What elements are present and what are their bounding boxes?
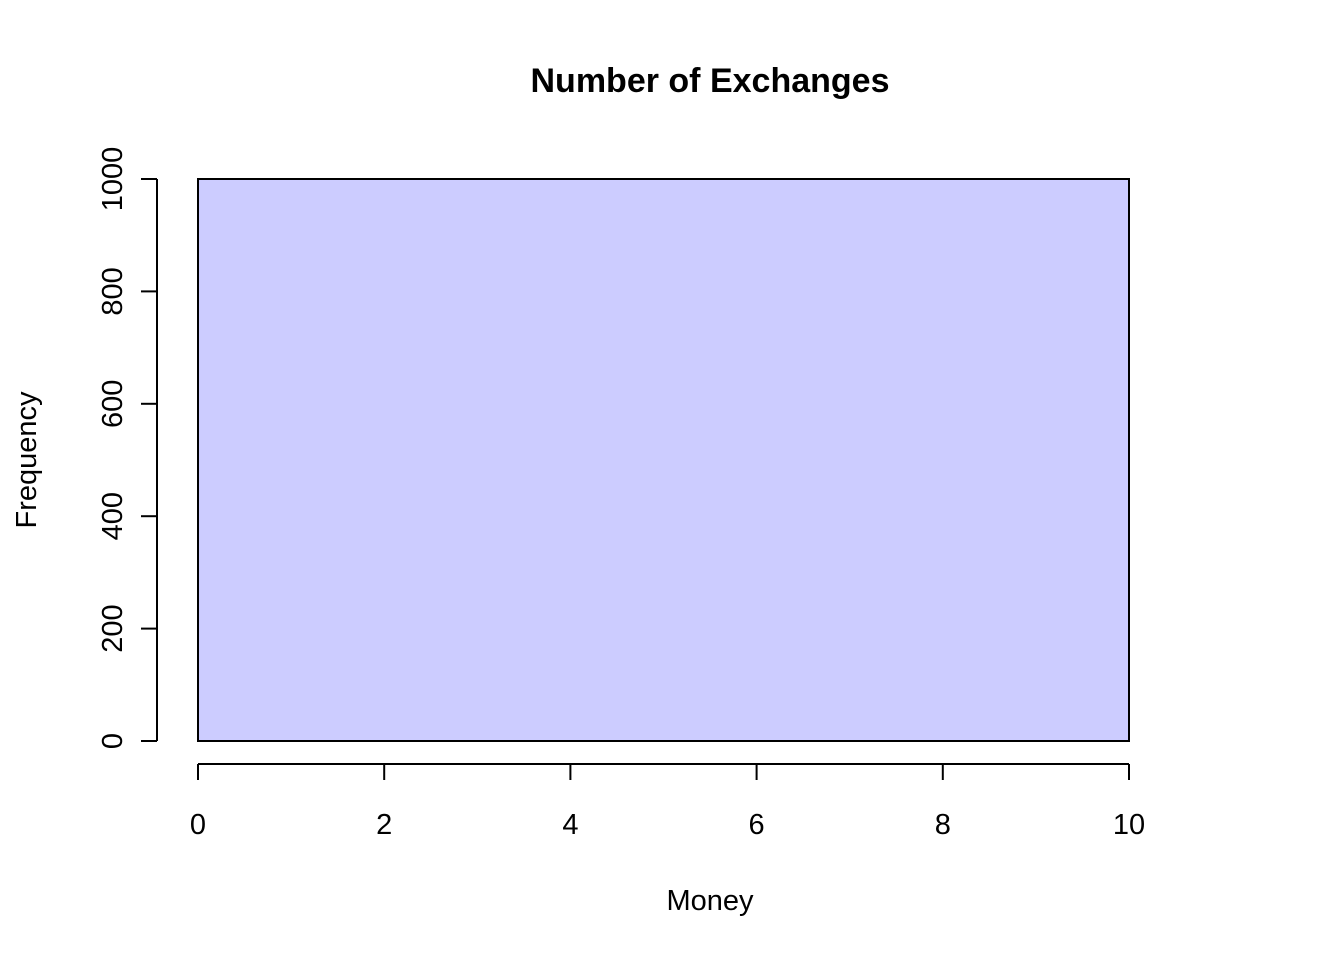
x-tick-label: 0 — [190, 809, 206, 841]
histogram-bar-0 — [197, 178, 1130, 742]
x-tick-label: 6 — [749, 809, 765, 841]
y-tick-label: 400 — [97, 492, 129, 540]
x-tick-label: 8 — [935, 809, 951, 841]
y-tick-label: 800 — [97, 267, 129, 315]
y-tick-label: 600 — [97, 380, 129, 428]
y-axis-label: Frequency — [11, 391, 43, 529]
x-tick-label: 4 — [562, 809, 578, 841]
y-tick-label: 0 — [97, 733, 129, 749]
x-tick-label: 10 — [1113, 809, 1145, 841]
x-axis-label: Money — [666, 885, 754, 917]
x-axis: 0 2 4 6 8 10 — [190, 763, 1145, 841]
y-axis: 0 200 400 600 800 1000 — [97, 147, 158, 749]
bars-layer — [197, 178, 1130, 742]
y-tick-label: 200 — [97, 604, 129, 652]
chart-title: Number of Exchanges — [531, 62, 890, 100]
y-tick-label: 1000 — [97, 147, 129, 212]
x-tick-label: 2 — [376, 809, 392, 841]
